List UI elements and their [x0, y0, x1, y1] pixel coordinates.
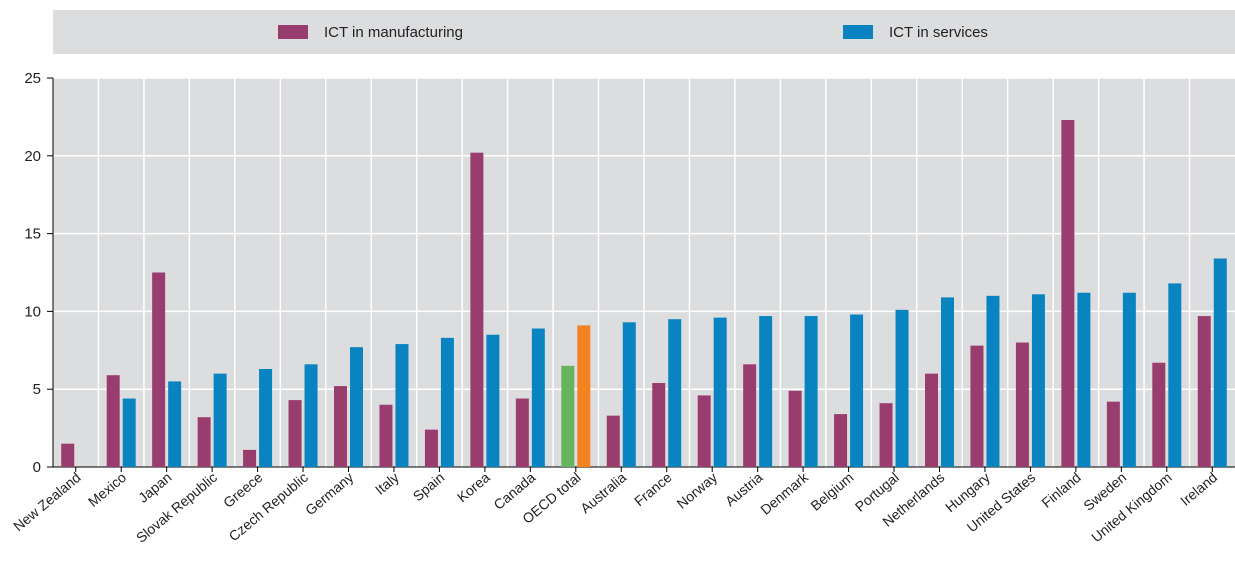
y-tick-label: 0	[33, 459, 41, 476]
bar-ict-services	[1077, 292, 1091, 467]
bar-ict-services	[395, 344, 409, 467]
bar-ict-services	[850, 314, 864, 467]
bar-ict-services	[304, 364, 318, 467]
bar-ict-services	[759, 316, 773, 467]
bar-ict-manufacturing	[197, 417, 211, 467]
x-tick-label: New Zealand	[10, 469, 83, 534]
legend-swatch-services	[843, 25, 873, 39]
bar-ict-manufacturing	[1197, 316, 1211, 467]
bar-ict-manufacturing	[652, 382, 666, 467]
bar-ict-services	[259, 368, 273, 467]
bar-ict-services	[168, 381, 182, 467]
bar-ict-manufacturing	[743, 364, 757, 467]
bar-ict-manufacturing	[61, 443, 75, 467]
bar-ict-services	[122, 398, 136, 467]
bar-ict-manufacturing	[152, 272, 166, 467]
x-tick-label: Czech Republic	[226, 469, 311, 544]
bar-ict-services	[668, 319, 682, 467]
x-tick-label: United Kingdom	[1088, 469, 1175, 545]
bar-ict-services	[1031, 294, 1045, 467]
bar-ict-services	[577, 325, 591, 467]
y-tick-label: 10	[24, 303, 41, 320]
x-tick-label: Ireland	[1177, 469, 1220, 509]
bar-ict-manufacturing	[106, 375, 120, 467]
bar-ict-manufacturing	[334, 386, 347, 467]
legend-label-manufacturing: ICT in manufacturing	[324, 23, 463, 41]
bar-ict-services	[350, 347, 363, 467]
bar-ict-manufacturing	[1015, 342, 1029, 467]
legend-item-manufacturing: ICT in manufacturing	[278, 23, 463, 41]
x-tick-label: Italy	[372, 469, 402, 498]
bar-ict-manufacturing	[1061, 120, 1075, 468]
legend-swatch-manufacturing	[278, 25, 308, 39]
x-tick-label: Slovak Republic	[133, 469, 220, 546]
y-tick-label: 20	[24, 148, 41, 165]
bar-ict-manufacturing	[1106, 401, 1120, 467]
bar-ict-manufacturing	[515, 398, 529, 467]
bar-ict-services	[1168, 283, 1182, 467]
legend-item-services: ICT in services	[843, 23, 988, 41]
bar-ict-manufacturing	[606, 415, 620, 467]
bar-ict-services	[713, 317, 727, 467]
x-tick-label: Japan	[135, 469, 175, 506]
bar-ict-manufacturing	[561, 365, 575, 467]
bar-ict-manufacturing	[970, 345, 984, 467]
x-tick-label: France	[631, 469, 675, 509]
bar-ict-manufacturing	[925, 373, 938, 467]
chart-legend: ICT in manufacturing ICT in services	[53, 10, 1235, 54]
bar-ict-services	[622, 322, 636, 467]
bar-ict-services	[804, 316, 818, 467]
bar-ict-manufacturing	[697, 395, 711, 467]
bar-ict-services	[1122, 292, 1136, 467]
bar-ict-services	[486, 334, 500, 467]
x-tick-label: Belgium	[807, 469, 856, 514]
y-tick-label: 25	[24, 70, 41, 87]
x-tick-label: Germany	[302, 469, 356, 518]
bar-ict-services	[941, 297, 954, 467]
x-tick-label: Mexico	[85, 469, 129, 510]
x-tick-label: Norway	[673, 469, 720, 512]
bar-ict-manufacturing	[243, 449, 257, 467]
legend-label-services: ICT in services	[889, 23, 988, 41]
bar-ict-services	[440, 337, 454, 467]
bar-ict-services	[1213, 258, 1227, 467]
bar-ict-manufacturing	[834, 414, 848, 467]
bar-ict-manufacturing	[288, 400, 302, 467]
x-tick-label: Finland	[1038, 469, 1083, 511]
y-tick-label: 15	[24, 226, 41, 243]
bar-ict-services	[213, 373, 227, 467]
y-tick-label: 5	[33, 381, 41, 398]
x-tick-label: Korea	[454, 469, 493, 505]
bar-ict-manufacturing	[1152, 362, 1166, 467]
x-tick-label: Denmark	[757, 468, 812, 517]
bar-ict-manufacturing	[470, 152, 484, 468]
bar-ict-manufacturing	[788, 390, 802, 467]
bar-ict-manufacturing	[424, 429, 438, 467]
bar-ict-services	[986, 295, 1000, 467]
bar-ict-manufacturing	[379, 404, 393, 467]
bar-ict-services	[531, 328, 545, 467]
x-tick-label: Australia	[577, 469, 629, 516]
x-tick-label: Spain	[410, 469, 448, 504]
bar-ict-services	[895, 309, 909, 467]
bar-ict-manufacturing	[879, 403, 893, 467]
